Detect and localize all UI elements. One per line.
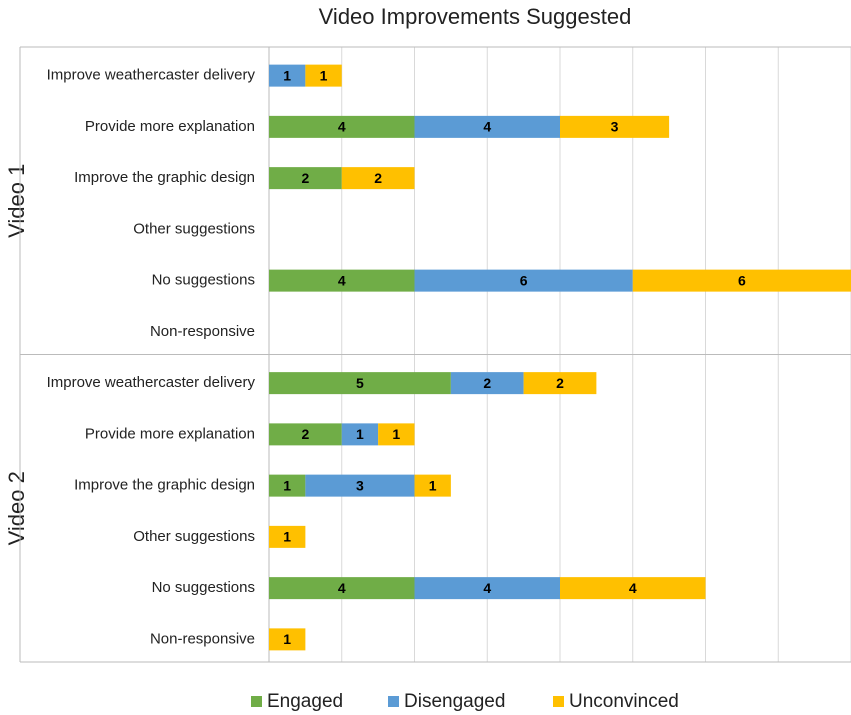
value-label: 2 bbox=[301, 170, 309, 186]
bar-segment bbox=[560, 115, 670, 138]
category-label: Provide more explanation bbox=[85, 118, 255, 135]
legend-label: Engaged bbox=[267, 691, 343, 712]
value-label: 6 bbox=[738, 272, 746, 288]
value-label: 1 bbox=[429, 477, 437, 493]
value-label: 4 bbox=[338, 272, 346, 288]
value-label: 4 bbox=[338, 119, 346, 135]
bar-segment bbox=[378, 423, 415, 446]
value-label: 1 bbox=[283, 529, 291, 545]
value-label: 1 bbox=[356, 426, 364, 442]
bar-segment bbox=[523, 372, 597, 395]
value-label: 4 bbox=[483, 119, 491, 135]
category-label: Provide more explanation bbox=[85, 425, 255, 442]
bar-segment bbox=[414, 474, 451, 497]
value-label: 1 bbox=[320, 67, 328, 83]
category-label: No suggestions bbox=[152, 579, 255, 596]
bar-segment bbox=[269, 115, 415, 138]
bar-segment bbox=[269, 628, 306, 651]
value-label: 1 bbox=[283, 477, 291, 493]
legend-swatch bbox=[251, 696, 262, 707]
bar-segment bbox=[305, 474, 415, 497]
bar-segment bbox=[341, 423, 379, 446]
bar-segment bbox=[305, 64, 342, 87]
value-label: 1 bbox=[283, 631, 291, 647]
bar-segment bbox=[269, 372, 451, 395]
value-label: 3 bbox=[611, 119, 619, 135]
bar-segment bbox=[269, 423, 342, 446]
bar-segment bbox=[414, 115, 560, 138]
bar-segment bbox=[414, 269, 633, 292]
value-label: 6 bbox=[520, 272, 528, 288]
bar-segment bbox=[269, 474, 306, 497]
legend-swatch bbox=[553, 696, 564, 707]
category-label: Other suggestions bbox=[133, 220, 255, 237]
group-label: Video 2 bbox=[4, 471, 29, 545]
value-label: 2 bbox=[374, 170, 382, 186]
category-label: Non-responsive bbox=[150, 630, 255, 647]
legend-swatch bbox=[388, 696, 399, 707]
value-label: 4 bbox=[629, 580, 637, 596]
bar-segment bbox=[341, 167, 415, 190]
value-label: 2 bbox=[301, 426, 309, 442]
bar-segment bbox=[632, 269, 851, 292]
group-label: Video 1 bbox=[4, 164, 29, 238]
value-label: 2 bbox=[483, 375, 491, 391]
chart-title: Video Improvements Suggested bbox=[319, 4, 632, 29]
bar-segment bbox=[269, 577, 415, 600]
bar-segment bbox=[269, 525, 306, 548]
bar-segment bbox=[269, 167, 342, 190]
category-label: Improve the graphic design bbox=[74, 169, 255, 186]
category-label: Improve weathercaster delivery bbox=[47, 374, 256, 391]
bar-segment bbox=[450, 372, 524, 395]
category-label: No suggestions bbox=[152, 272, 255, 289]
bar-segment bbox=[269, 269, 415, 292]
value-label: 1 bbox=[392, 426, 400, 442]
category-label: Improve weathercaster delivery bbox=[47, 67, 256, 84]
category-label: Other suggestions bbox=[133, 528, 255, 545]
bar-segment bbox=[560, 577, 706, 600]
value-label: 5 bbox=[356, 375, 364, 391]
legend-label: Disengaged bbox=[404, 691, 505, 712]
value-label: 4 bbox=[338, 580, 346, 596]
value-label: 4 bbox=[483, 580, 491, 596]
category-label: Non-responsive bbox=[150, 323, 255, 340]
legend-label: Unconvinced bbox=[569, 691, 679, 712]
bar-segment bbox=[269, 64, 306, 87]
value-label: 2 bbox=[556, 375, 564, 391]
value-label: 3 bbox=[356, 477, 364, 493]
bar-segment bbox=[414, 577, 560, 600]
value-label: 1 bbox=[283, 67, 291, 83]
category-label: Improve the graphic design bbox=[74, 477, 255, 494]
